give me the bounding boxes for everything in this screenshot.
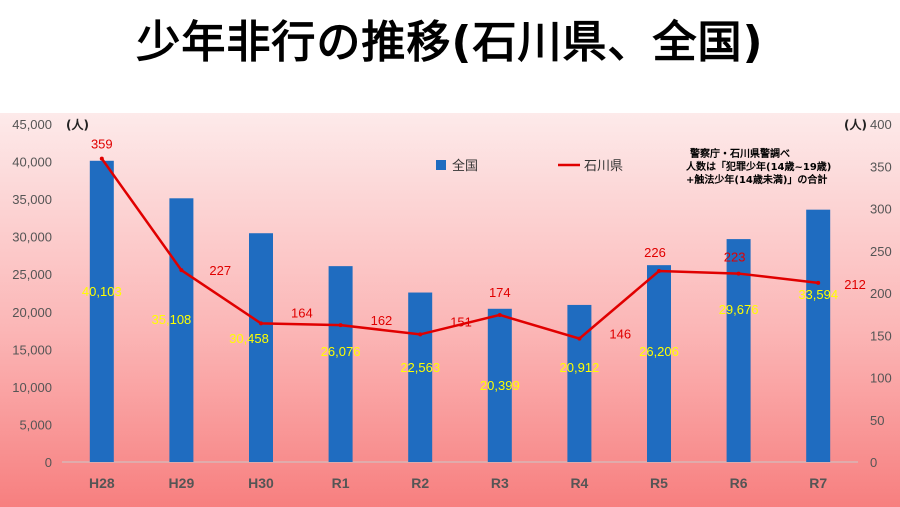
left-axis-unit: (人) <box>66 117 89 132</box>
bar-H29 <box>169 198 194 462</box>
x-tick-label: R1 <box>332 475 350 491</box>
bar-value-label: 22,563 <box>400 360 440 375</box>
right-axis-tick: 0 <box>870 455 877 470</box>
x-tick-label: R5 <box>650 475 668 491</box>
left-axis-tick: 40,000 <box>12 155 52 170</box>
left-axis-tick: 0 <box>45 455 52 470</box>
page-title: 少年非行の推移(石川県、全国) <box>136 17 764 68</box>
bar-value-label: 20,399 <box>480 378 520 393</box>
right-axis-tick: 350 <box>870 159 892 174</box>
left-axis-tick: 20,000 <box>12 305 52 320</box>
right-axis-tick: 300 <box>870 202 892 217</box>
x-tick-label: R2 <box>411 475 429 491</box>
ishikawa-point-H30 <box>259 321 263 326</box>
line-value-label: 164 <box>291 305 313 320</box>
bar-R7 <box>806 209 831 462</box>
right-axis-tick: 400 <box>870 117 892 132</box>
left-axis-tick: 30,000 <box>12 230 52 245</box>
bar-R1 <box>328 266 353 462</box>
bar-H28 <box>89 160 114 462</box>
line-value-label: 227 <box>209 263 231 278</box>
left-axis-tick: 10,000 <box>12 380 52 395</box>
left-axis-tick: 5,000 <box>19 417 52 432</box>
ishikawa-point-R6 <box>736 271 741 276</box>
right-axis-tick: 200 <box>870 286 892 301</box>
right-axis-tick: 50 <box>870 413 884 428</box>
bar-value-label: 29,676 <box>719 302 759 317</box>
bar-value-label: 30,458 <box>229 331 269 346</box>
left-axis-tick: 35,000 <box>12 192 52 207</box>
right-axis-unit: (人) <box>844 117 867 132</box>
bar-R5 <box>647 265 671 462</box>
line-value-label: 146 <box>609 327 631 342</box>
right-axis-tick: 250 <box>870 244 892 259</box>
bar-value-label: 26,076 <box>321 344 361 359</box>
bar-value-label: 33,594 <box>798 287 838 302</box>
line-value-label: 359 <box>91 137 113 152</box>
x-tick-label: R3 <box>491 475 509 491</box>
ishikawa-point-R5 <box>657 269 661 274</box>
x-tick-label: H28 <box>89 475 115 491</box>
line-value-label: 151 <box>450 314 472 329</box>
bar-value-label: 20,912 <box>560 360 600 375</box>
left-axis-tick: 25,000 <box>12 267 52 282</box>
bar-R4 <box>567 304 592 462</box>
ishikawa-point-H29 <box>179 268 184 273</box>
line-value-label: 226 <box>644 245 666 260</box>
line-value-label: 212 <box>844 277 866 292</box>
ishikawa-point-R7 <box>816 280 821 285</box>
source-note-line: 警察庁・石川県警調べ <box>689 147 790 160</box>
right-axis-tick: 150 <box>870 328 892 343</box>
bar-R6 <box>726 239 751 462</box>
ishikawa-point-H28 <box>99 156 104 161</box>
bar-value-label: 35,108 <box>152 312 192 327</box>
legend-label-line: 石川県 <box>584 159 623 174</box>
source-note-line: +触法少年(14歳未満)」の合計 <box>686 173 827 186</box>
bar-R3 <box>487 308 512 462</box>
x-tick-label: R6 <box>730 475 748 491</box>
x-tick-label: R7 <box>809 475 827 491</box>
bar-R2 <box>408 292 433 462</box>
line-value-label: 223 <box>724 250 746 265</box>
legend-label-bar: 全国 <box>452 158 478 174</box>
source-note-line: 人数は「犯罪少年(14歳~19歳) <box>686 160 831 173</box>
left-axis-tick: 45,000 <box>12 117 52 132</box>
bar-value-label: 40,103 <box>82 284 122 299</box>
ishikawa-line <box>100 157 819 341</box>
x-tick-label: R4 <box>570 475 588 491</box>
x-tick-label: H29 <box>169 475 195 491</box>
ishikawa-point-R3 <box>497 312 502 317</box>
left-axis-tick: 15,000 <box>12 342 52 357</box>
legend-swatch-bar <box>436 160 446 170</box>
x-tick-label: H30 <box>248 475 274 491</box>
bar-H30 <box>249 233 273 462</box>
line-value-label: 174 <box>489 285 511 300</box>
right-axis-tick: 100 <box>870 371 892 386</box>
ishikawa-point-R2 <box>418 332 423 337</box>
line-value-label: 162 <box>371 313 393 328</box>
ishikawa-point-R1 <box>338 323 343 328</box>
ishikawa-point-R4 <box>577 336 582 341</box>
bar-value-label: 26,206 <box>639 344 679 359</box>
